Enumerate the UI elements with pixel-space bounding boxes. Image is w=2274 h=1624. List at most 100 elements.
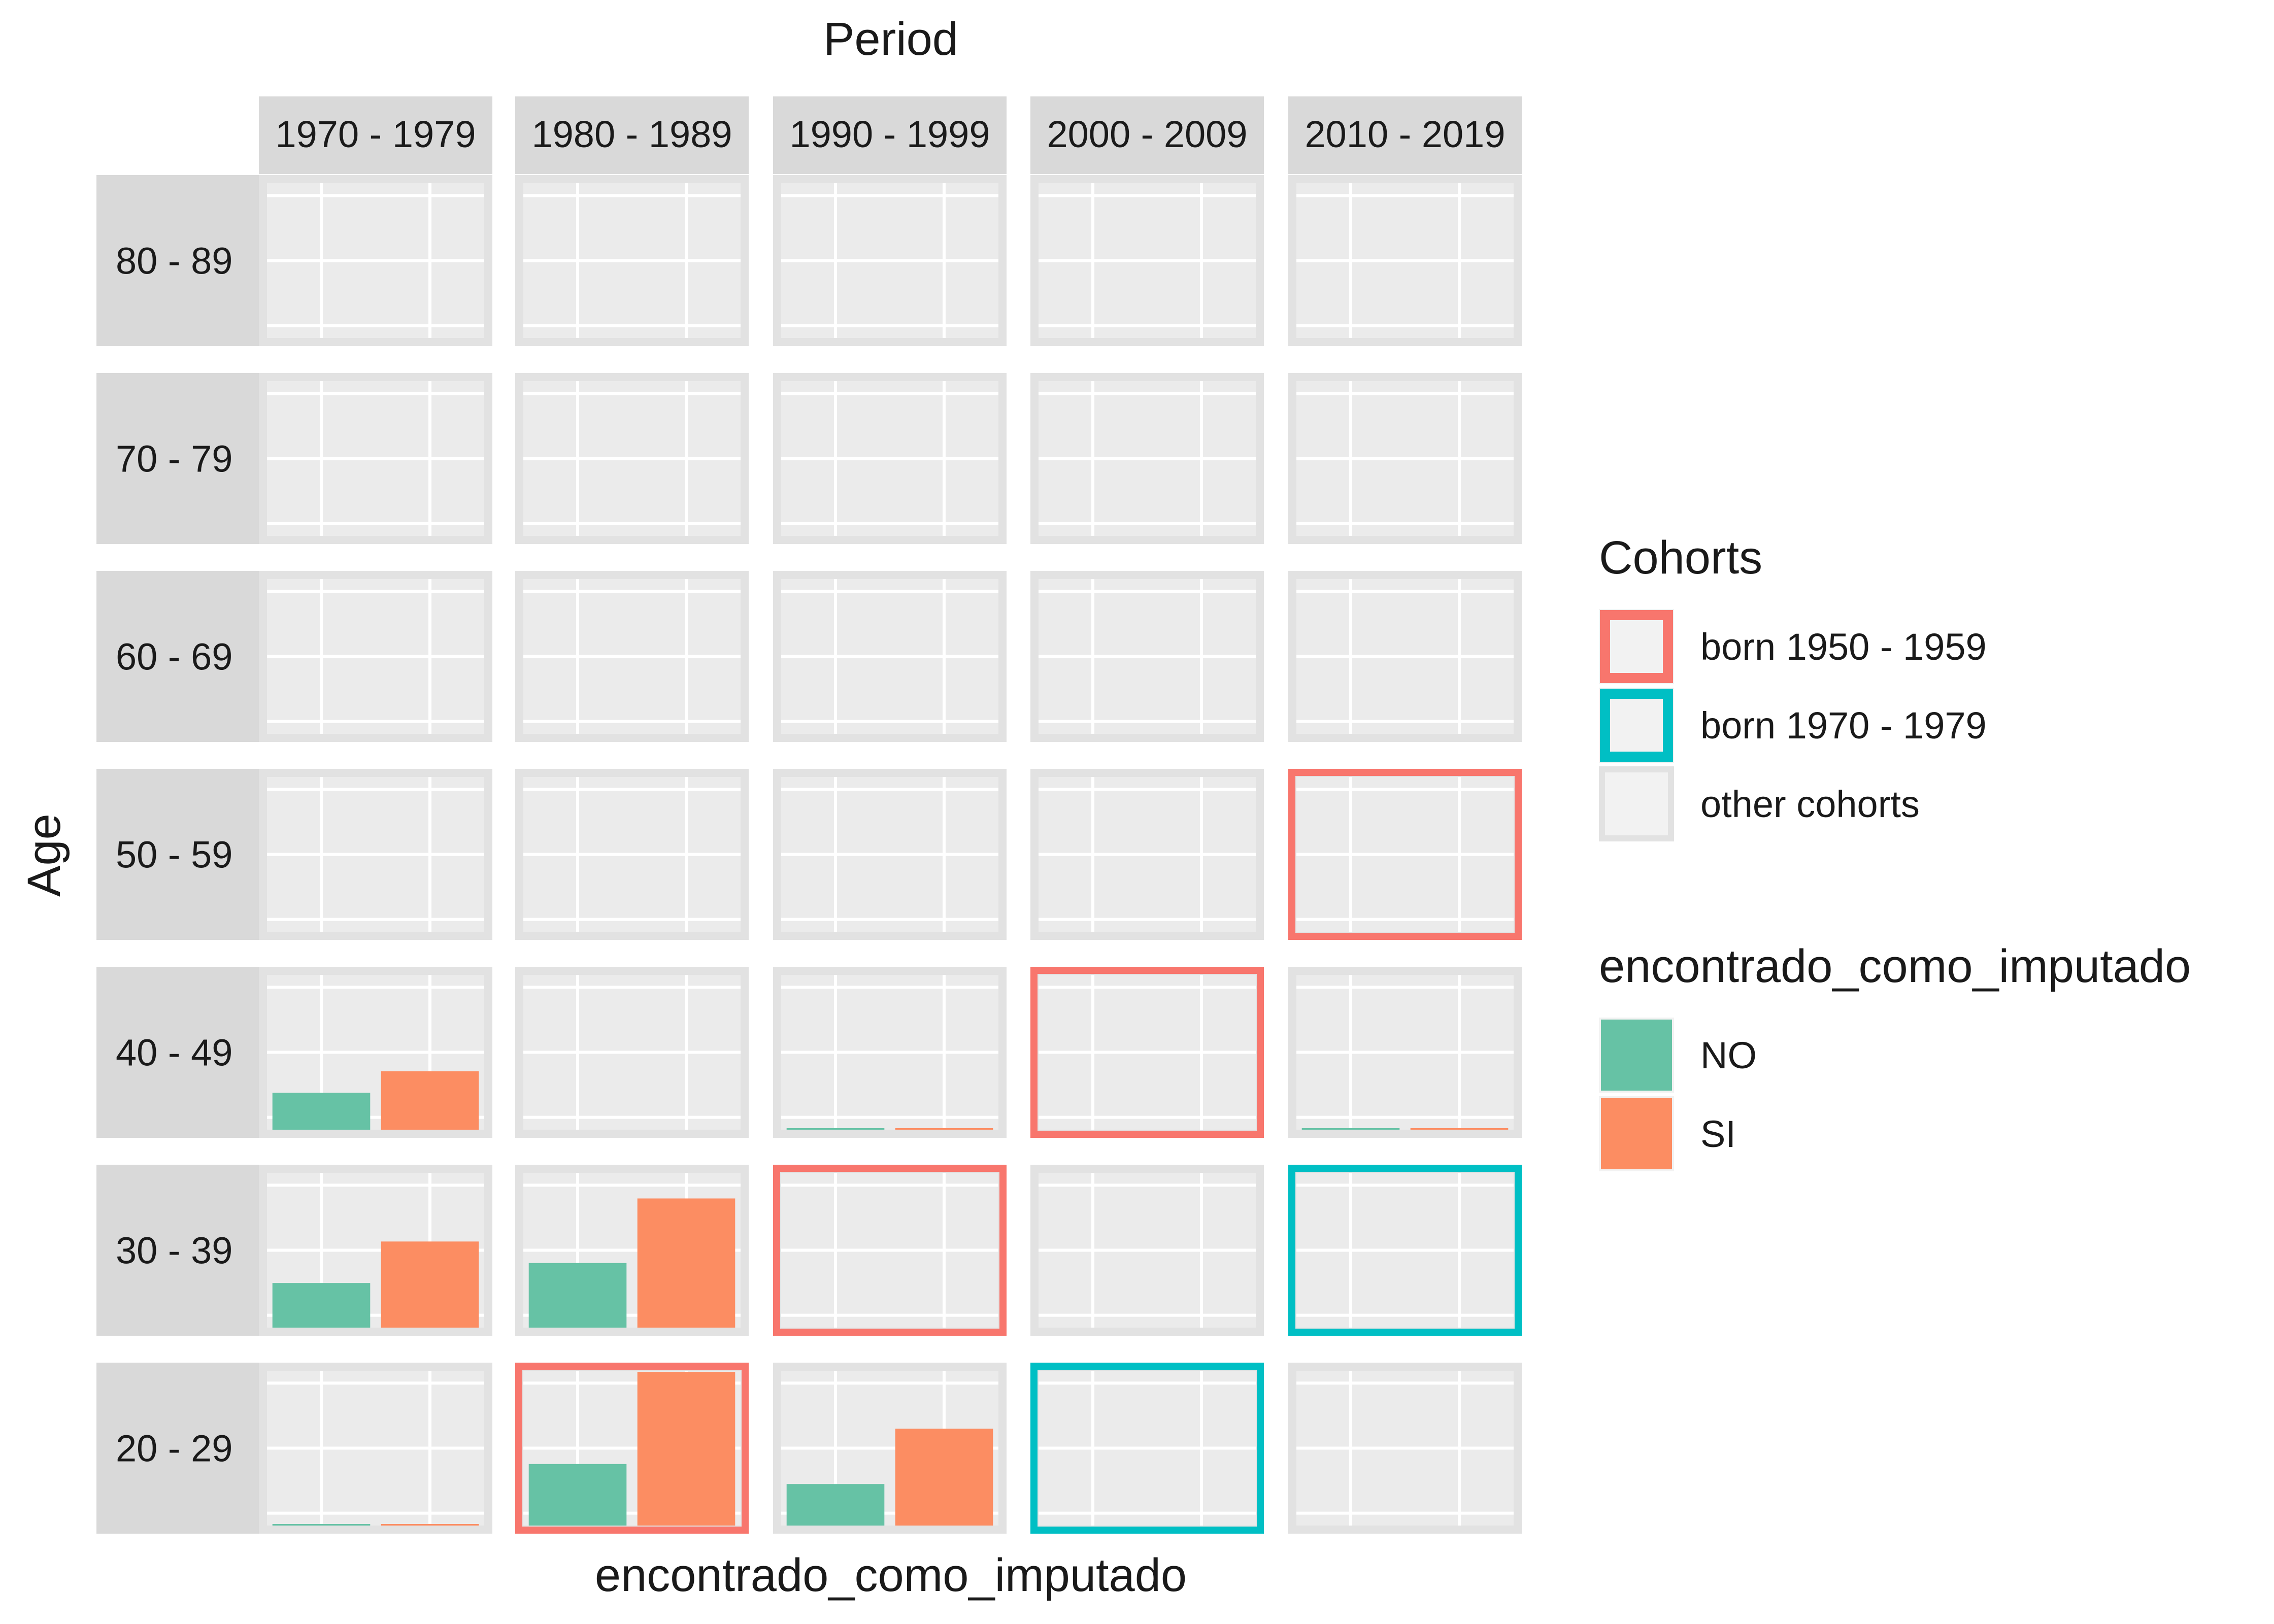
row-strip-label: 20 - 29: [116, 1428, 232, 1470]
bar-no: [272, 1524, 371, 1526]
facet-row-title: Age: [18, 814, 70, 897]
legend-title: Cohorts: [1599, 532, 1762, 584]
facet-panel: [1288, 373, 1522, 544]
facet-panel: [773, 1165, 1007, 1336]
column-strip: [515, 96, 749, 174]
row-strip: [96, 571, 259, 742]
facet-panel: [1288, 175, 1522, 346]
legend-label: NO: [1700, 1034, 1757, 1076]
legend-key-outline: [1600, 610, 1673, 683]
column-strip-label: 2000 - 2009: [1047, 113, 1247, 155]
row-strip-label: 80 - 89: [116, 240, 232, 282]
legend-key-outline: [1599, 766, 1674, 841]
facet-column-title: Period: [823, 13, 958, 65]
row-strip-label: 70 - 79: [116, 438, 232, 480]
cohort-highlight-outline: [1030, 967, 1264, 1138]
column-strip-label: 2010 - 2019: [1305, 113, 1505, 155]
facet-panel: [1288, 1165, 1522, 1336]
facet-panel: [515, 571, 749, 742]
column-strip: [1288, 96, 1522, 174]
legend-key: [1599, 609, 1674, 684]
bar-no: [272, 1283, 371, 1328]
facet-panel: [259, 769, 492, 940]
column-strip: [259, 96, 492, 174]
x-axis-label: encontrado_como_imputado: [595, 1549, 1187, 1601]
legend-label: SI: [1700, 1113, 1736, 1155]
row-strip: [96, 1165, 259, 1336]
facet-panel: [1030, 769, 1264, 940]
legend-label: born 1950 - 1959: [1700, 626, 1987, 668]
bar-no: [1301, 1128, 1400, 1130]
legend-label: born 1970 - 1979: [1700, 704, 1987, 747]
facet-panel: [515, 769, 749, 940]
facet-panel: [515, 1165, 749, 1336]
cohort-highlight-outline: [1288, 1165, 1522, 1336]
facet-panel: [515, 967, 749, 1138]
facet-panel: [1030, 1363, 1264, 1534]
facet-panel: [773, 769, 1007, 940]
facet-panel: [259, 175, 492, 346]
row-strip: [96, 1363, 259, 1534]
row-strip-label: 30 - 39: [116, 1230, 232, 1272]
column-strip: [773, 96, 1007, 174]
bar-no: [272, 1093, 371, 1130]
column-strip-label: 1970 - 1979: [275, 113, 476, 155]
facet-panel: [259, 373, 492, 544]
bar-si: [637, 1372, 735, 1526]
row-strip: [96, 175, 259, 346]
facet-panel: [515, 1363, 749, 1534]
facet-panel: [1288, 769, 1522, 940]
bar-no: [528, 1464, 627, 1526]
column-strip-label: 1980 - 1989: [531, 113, 732, 155]
legend-key-fill: [1601, 1020, 1672, 1091]
cohort-highlight-outline: [773, 1165, 1007, 1336]
legend-key-outline: [1600, 689, 1673, 762]
bar-si: [895, 1429, 993, 1526]
facet-panel: [259, 1165, 492, 1336]
bar-si: [381, 1071, 479, 1130]
row-strip-label: 40 - 49: [116, 1032, 232, 1074]
facet-panel: [1288, 1363, 1522, 1534]
legend-key: [1599, 766, 1674, 841]
facet-panel: [1030, 571, 1264, 742]
facet-panel: [515, 373, 749, 544]
facet-panel: [773, 967, 1007, 1138]
bar-si: [381, 1524, 479, 1526]
facet-panel: [773, 175, 1007, 346]
cohort-highlight-outline: [515, 1363, 749, 1534]
legend-key-fill: [1601, 1098, 1672, 1169]
bar-no: [786, 1128, 885, 1130]
facet-panel: [773, 373, 1007, 544]
legend-label: other cohorts: [1700, 783, 1920, 825]
facet-panel: [1288, 571, 1522, 742]
facet-panel: [515, 175, 749, 346]
bar-si: [1410, 1128, 1509, 1130]
bar-no: [786, 1484, 885, 1526]
facet-panel: [773, 1363, 1007, 1534]
bar-si: [381, 1241, 479, 1328]
row-strip-label: 60 - 69: [116, 636, 232, 678]
bar-no: [528, 1263, 627, 1328]
facet-panel: [1030, 373, 1264, 544]
facet-panel: [1030, 1165, 1264, 1336]
cohort-highlight-outline: [1030, 1363, 1264, 1534]
facet-panel: [259, 967, 492, 1138]
column-strip-label: 1990 - 1999: [789, 113, 990, 155]
row-strip: [96, 967, 259, 1138]
column-strip: [1030, 96, 1264, 174]
facet-panel: [773, 571, 1007, 742]
row-strip: [96, 373, 259, 544]
facet-panel: [259, 571, 492, 742]
cohort-highlight-outline: [1288, 769, 1522, 940]
facet-panel: [1288, 967, 1522, 1138]
bar-si: [637, 1198, 735, 1328]
bar-si: [895, 1128, 993, 1130]
facet-grid: 1970 - 1979 1980 - 1989 1990 - 1999 2000 - …: [96, 96, 1522, 1534]
row-strip: [96, 769, 259, 940]
facet-panel: [1030, 967, 1264, 1138]
legends: Cohorts born 1950 - 1959 born 1970 - 1979 o…: [1599, 532, 2191, 1171]
legend-key: [1599, 688, 1674, 763]
facet-panel: [259, 1363, 492, 1534]
facet-panel: [1030, 175, 1264, 346]
